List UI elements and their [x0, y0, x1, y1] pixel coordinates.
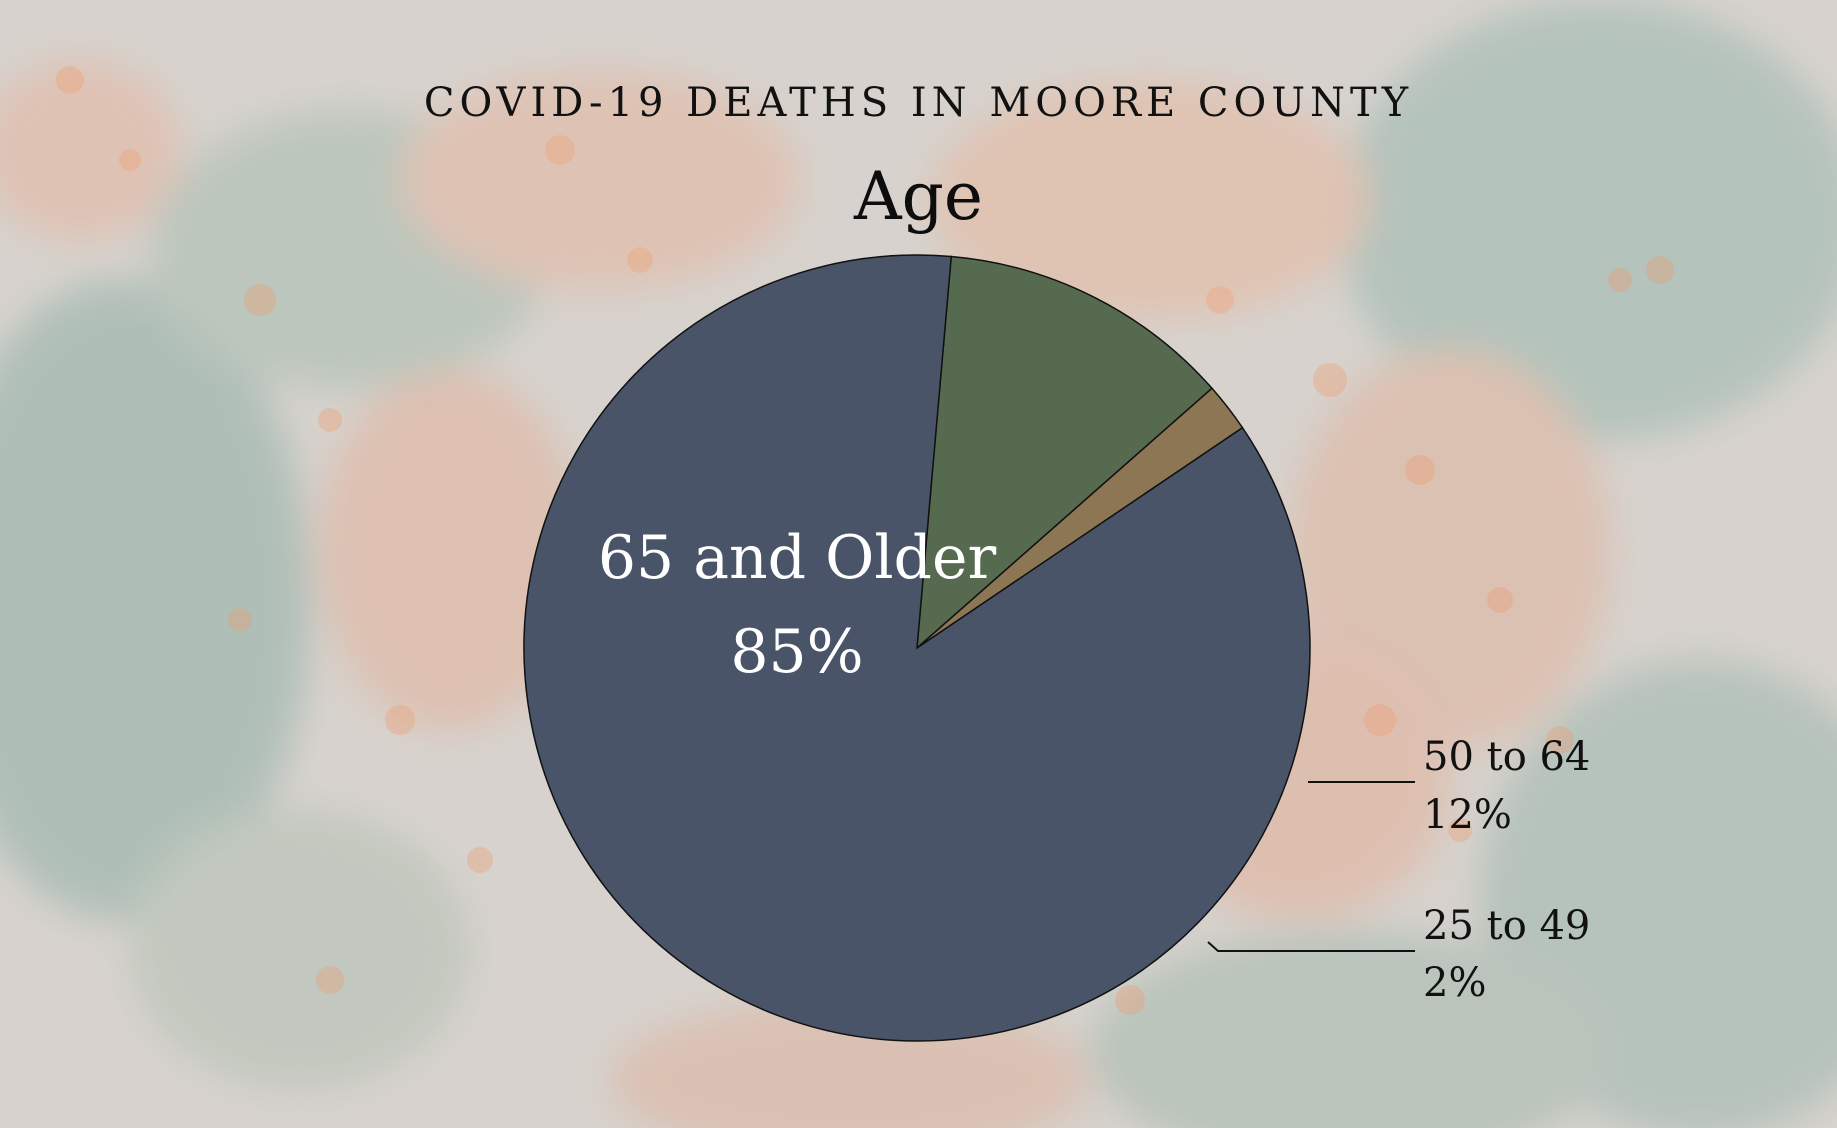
- slice-label-25-to-49: 25 to 49: [1423, 903, 1590, 949]
- chart-title: COVID-19 DEATHS IN MOORE COUNTY: [423, 80, 1414, 126]
- slice-label-50-to-64: 50 to 64: [1423, 734, 1590, 780]
- slice-value-65-and-older: 85%: [730, 617, 863, 687]
- slice-label-65-and-older: 65 and Older: [598, 523, 997, 593]
- slice-value-50-to-64: 12%: [1423, 792, 1512, 838]
- leader-line-25-to-49: [1207, 941, 1415, 952]
- chart-subtitle: Age: [854, 158, 983, 235]
- pie-slice-50-to-64: [916, 255, 1214, 650]
- pie-slice-65-and-older: [523, 254, 1311, 1042]
- slice-value-25-to-49: 2%: [1423, 960, 1486, 1006]
